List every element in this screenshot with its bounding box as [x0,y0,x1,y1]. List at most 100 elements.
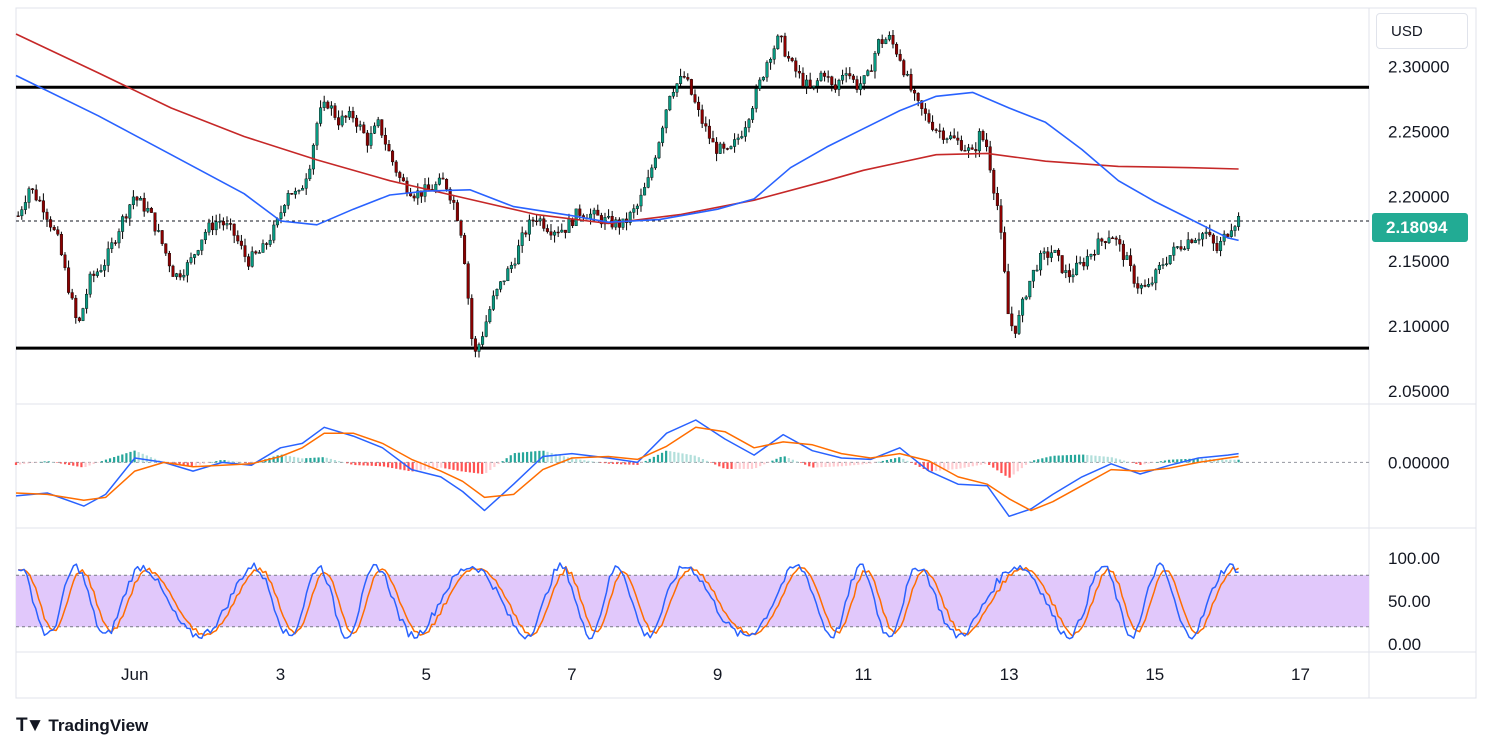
macd-histogram-bar [276,455,279,463]
macd-histogram-bar [468,462,471,473]
candle-body [747,119,751,128]
candle-body [131,196,135,205]
macd-histogram-bar [526,451,529,463]
candle-body [387,144,391,152]
candle-body [247,256,251,267]
candle-body [697,101,701,110]
price-axis[interactable]: 2.30000 2.25000 2.20000 2.15000 2.10000 2.050… [1388,57,1449,654]
time-axis[interactable]: Jun 3 5 7 9 11 13 15 17 [121,665,1310,684]
macd-histogram-bar [47,461,50,463]
macd-histogram-bar [88,462,91,466]
stochastic-pane[interactable] [16,562,1369,640]
candle [607,209,611,220]
macd-histogram [14,450,1240,478]
macd-histogram-bar [117,455,120,463]
date-tick-label: 9 [713,665,722,684]
candle [628,210,632,226]
candle [369,126,373,149]
candle-body [517,245,521,265]
date-tick-label: 3 [276,665,285,684]
macd-histogram-bar [190,462,193,467]
candle [686,73,690,82]
candle-body [1046,251,1050,258]
macd-histogram-bar [865,462,868,465]
macd-histogram-bar [705,460,709,463]
candle-body [797,71,801,74]
candle-body [718,143,722,154]
macd-pane[interactable] [14,419,1369,518]
macd-histogram-bar [391,462,394,469]
macd-histogram-bar [873,462,876,463]
candle-body [31,188,35,190]
candle [877,38,881,56]
macd-histogram-bar [885,459,889,463]
candle [956,131,960,146]
currency-selector[interactable]: USD [1376,13,1468,49]
candle [455,199,459,222]
candle-body [304,178,308,189]
macd-histogram-bar [382,462,386,467]
candle [1161,258,1165,270]
candle-body [455,202,459,221]
candle-body [848,73,852,77]
candle [1064,264,1068,279]
macd-histogram-bar [59,462,63,464]
date-tick-label: 5 [421,665,430,684]
candle-body [113,242,117,244]
candle [895,42,899,58]
macd-histogram-bar [1065,455,1068,463]
macd-histogram-bar [1176,459,1179,463]
candle [131,190,135,210]
macd-histogram-bar [1139,462,1142,465]
candle-body [1186,239,1190,249]
macd-histogram-bar [104,459,108,463]
macd-histogram-bar [84,462,87,467]
candle [110,237,114,254]
tradingview-logo[interactable]: T▼ TradingView [16,714,148,738]
macd-histogram-bar [23,462,26,464]
candle [923,103,927,121]
macd-histogram-bar [395,462,398,469]
candle-body [337,117,341,126]
macd-histogram-bar [325,457,328,463]
macd-histogram-bar [1114,458,1118,463]
candle-body [826,76,830,78]
candle-body [1132,265,1136,284]
macd-histogram-bar [448,462,451,470]
candle [1233,225,1237,237]
candle [16,211,20,217]
candle [513,257,517,269]
candle [1204,226,1208,240]
candle-body [1190,239,1194,243]
candle [1010,306,1014,332]
macd-histogram-bar [730,462,733,469]
candle [445,178,449,192]
candle [301,185,305,191]
candle-body [117,231,121,244]
candle-body [884,39,888,44]
candle-body [992,169,996,194]
candle-body [1078,261,1082,264]
candle [261,239,265,253]
date-tick-label: 17 [1291,665,1310,684]
macd-histogram-bar [174,462,177,464]
macd-histogram-bar [493,462,496,468]
candle-body [920,100,924,109]
candle [351,106,355,123]
macd-histogram-bar [922,462,925,469]
macd-histogram-bar [1020,462,1023,469]
macd-histogram-bar [272,456,275,463]
macd-histogram-bar [971,462,974,467]
macd-histogram-bar [979,462,983,465]
macd-histogram-bar [1008,462,1011,478]
macd-histogram-bar [419,462,422,471]
candle-body [1172,246,1176,256]
candle [862,75,866,91]
macd-histogram-bar [853,462,856,466]
candle [160,230,164,246]
candle [905,70,909,77]
macd-histogram-bar [440,462,443,468]
price-pane[interactable] [15,30,1369,358]
candle [344,114,348,123]
candle-body [1121,243,1125,260]
